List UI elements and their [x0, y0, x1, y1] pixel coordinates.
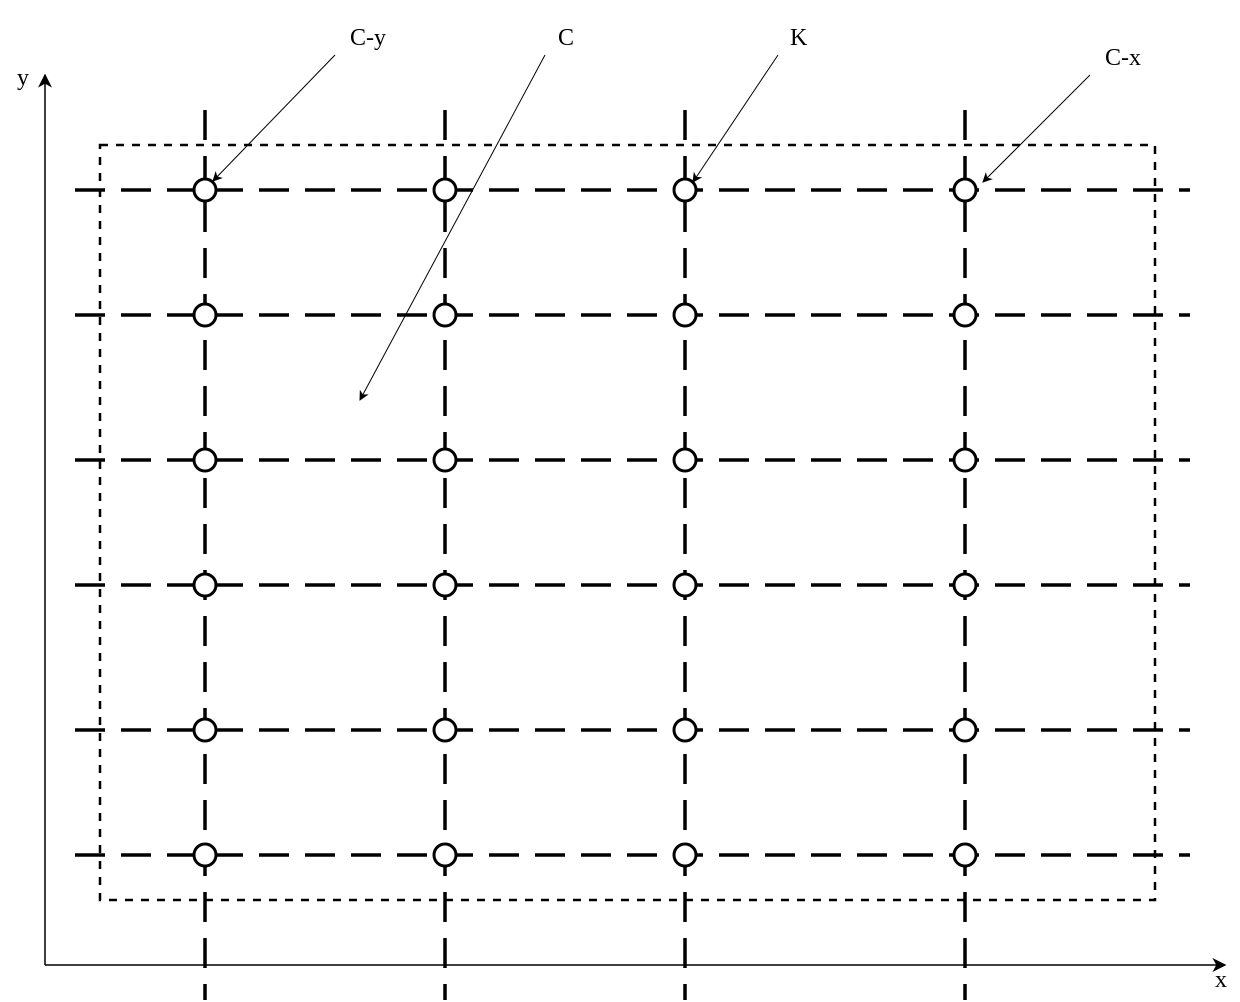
node-circle [434, 574, 456, 596]
node-circle [194, 179, 216, 201]
node-circle [194, 304, 216, 326]
boundary-box [100, 145, 1155, 900]
nodes [194, 179, 976, 866]
node-circle [434, 179, 456, 201]
x-axis-label: x [1215, 967, 1227, 993]
node-circle [954, 844, 976, 866]
node-circle [674, 449, 696, 471]
node-circle [434, 719, 456, 741]
y-axis-label: y [17, 65, 29, 91]
annotation-label-k: K [790, 25, 808, 51]
node-circle [674, 574, 696, 596]
node-circle [954, 449, 976, 471]
grid [75, 110, 1190, 1000]
annotation-label-c: C [558, 25, 574, 51]
node-circle [194, 844, 216, 866]
annotation-leader [693, 55, 778, 182]
node-circle [194, 449, 216, 471]
node-circle [194, 719, 216, 741]
annotation-leader [360, 55, 545, 400]
node-circle [954, 304, 976, 326]
node-circle [954, 179, 976, 201]
node-circle [194, 574, 216, 596]
node-circle [954, 719, 976, 741]
annotation-leader [213, 55, 335, 181]
node-circle [674, 844, 696, 866]
node-circle [434, 844, 456, 866]
annotations: C-y C K C-x [213, 25, 1141, 400]
annotation-label-c-y: C-y [350, 25, 386, 51]
node-circle [674, 179, 696, 201]
node-circle [954, 574, 976, 596]
annotation-leader [983, 75, 1090, 182]
node-circle [674, 304, 696, 326]
node-circle [674, 719, 696, 741]
node-circle [434, 449, 456, 471]
node-circle [434, 304, 456, 326]
annotation-label-c-x: C-x [1105, 45, 1141, 71]
